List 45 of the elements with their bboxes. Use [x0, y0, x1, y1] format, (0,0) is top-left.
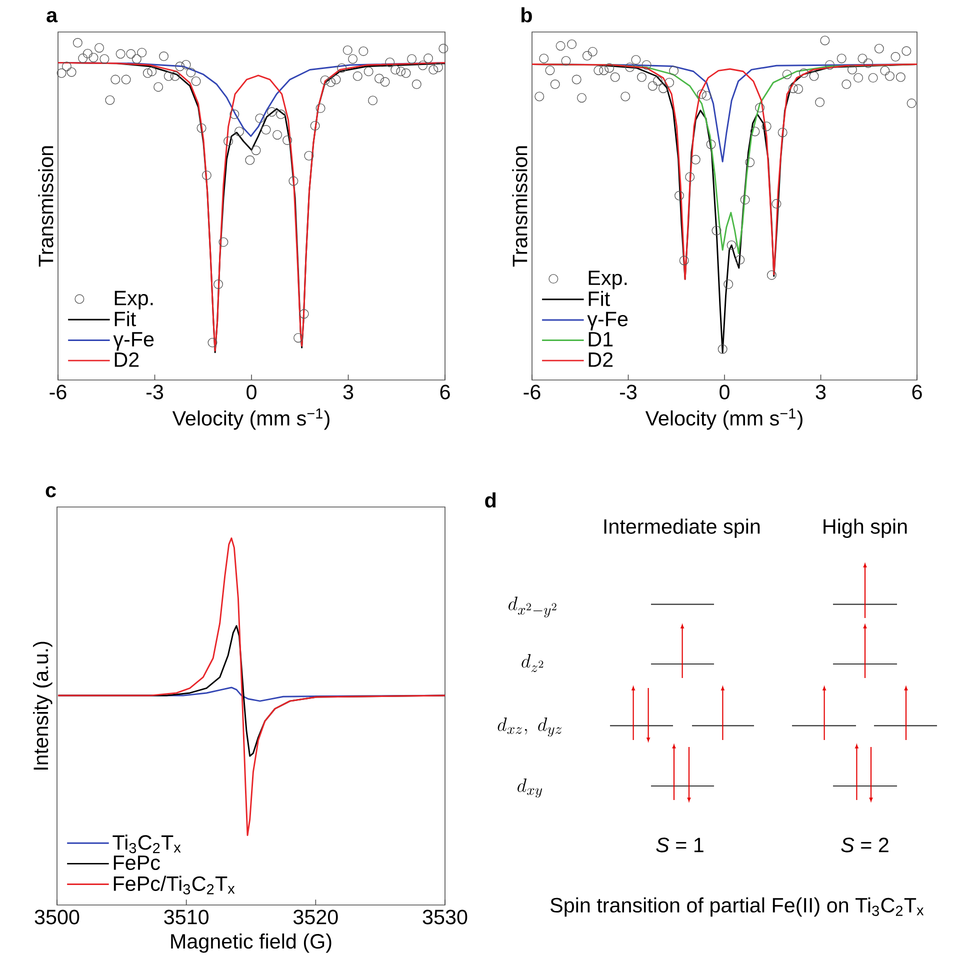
legend-label: Exp. [588, 270, 627, 290]
x-tick-label: 3530 [422, 910, 468, 924]
x-tick-label: 6 [440, 384, 450, 400]
text: High spin [824, 518, 907, 538]
x-axis-title: Velocity (mm s$^{−1}$) [172, 408, 330, 430]
text: S = 2 [841, 838, 888, 852]
x-tick-label: 3500 [34, 910, 80, 924]
legend-label: FePc/Ti$_{3}$C$_{2}$T$_{x}$ [114, 876, 235, 894]
legend-label: γ-Fe [587, 312, 628, 330]
x-tick-label: 0 [246, 384, 256, 400]
x-tick-label: -3 [146, 384, 164, 400]
x-tick-label: -6 [524, 384, 540, 400]
text: Intermediate spin [604, 518, 760, 538]
text: $d_{x^{2}-y^{2}}$ [508, 596, 556, 618]
y-axis-title: Transmission [512, 146, 528, 267]
legend-label: Exp. [114, 290, 153, 310]
chart-title: b [521, 7, 532, 22]
x-tick-label: 3 [343, 384, 354, 400]
text: $d_{xy}$ [518, 778, 542, 798]
text: Spin transition of partial Fe(II) on Ti$_{3}$C$_{2}$T$_{x}$ [550, 897, 924, 917]
text: $d_{z^{2}}$ [522, 654, 544, 672]
legend-label: γ-Fe [113, 332, 154, 351]
legend-label: Fit [114, 311, 136, 326]
legend-label: Fit [588, 290, 610, 306]
chart-title: c [46, 486, 56, 498]
x-axis-title: Velocity (mm s$^{−1}$) [645, 408, 802, 430]
chart-title: a [46, 11, 58, 22]
x-tick-label: 6 [912, 384, 922, 400]
x-tick-label: 3 [816, 384, 826, 400]
text: $d_{xz},\ d_{yz}$ [498, 717, 562, 737]
x-tick-label: -3 [620, 384, 637, 400]
legend-label: D2 [588, 352, 613, 367]
legend-label: FePc [114, 856, 160, 870]
y-axis-title: Intensity (a.u.) [33, 642, 52, 770]
legend-label: Ti$_{3}$C$_{2}$T$_{x}$ [112, 834, 181, 854]
x-tick-label: -6 [50, 384, 66, 400]
x-axis-title: Magnetic field (G) [171, 934, 332, 953]
x-tick-label: 3520 [293, 910, 338, 924]
legend-label: D1 [588, 332, 613, 346]
legend-label: D2 [114, 352, 139, 367]
text: S = 1 [656, 838, 704, 852]
text: d [485, 492, 496, 508]
x-tick-label: 0 [720, 384, 730, 400]
x-tick-label: 3510 [164, 910, 209, 924]
y-axis-title: Transmission [38, 146, 54, 267]
